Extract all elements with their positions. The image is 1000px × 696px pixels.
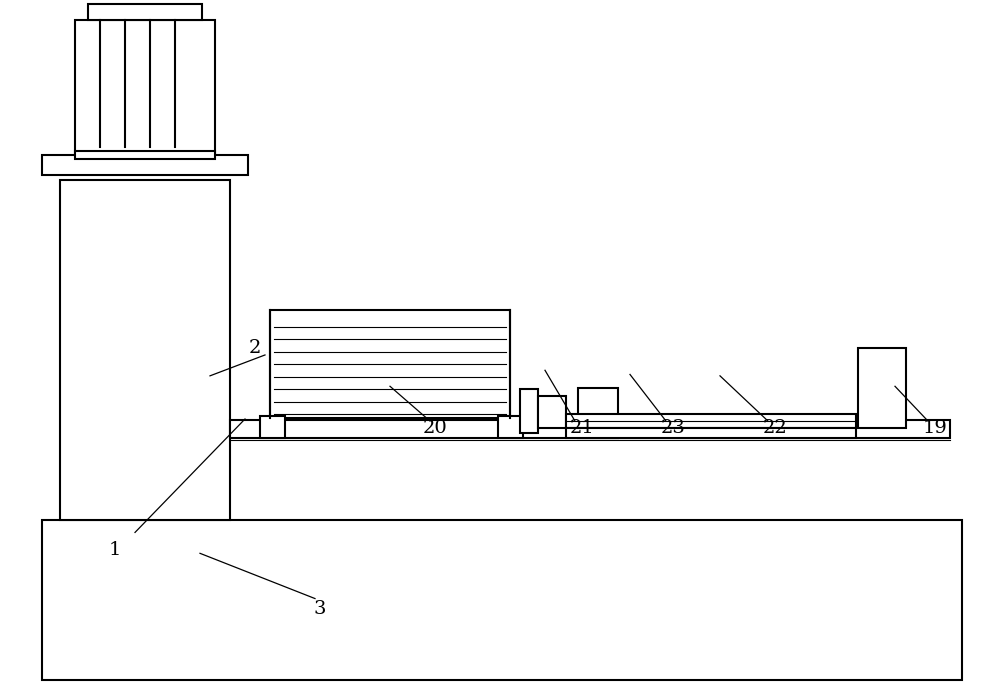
Bar	[88, 4, 202, 20]
Bar	[230, 420, 950, 438]
Text: 23: 23	[661, 419, 685, 437]
Text: 21: 21	[570, 419, 594, 437]
Bar	[75, 151, 215, 159]
Bar	[260, 416, 285, 438]
Text: 3: 3	[314, 600, 326, 618]
Bar	[566, 428, 856, 438]
Bar	[520, 389, 538, 433]
Text: 2: 2	[249, 339, 261, 357]
Bar	[578, 388, 618, 438]
Bar	[270, 310, 510, 418]
Bar	[538, 396, 566, 428]
Bar	[60, 180, 230, 520]
Bar	[42, 520, 962, 680]
Bar	[858, 348, 906, 428]
Text: 1: 1	[109, 541, 121, 559]
Text: 20: 20	[423, 419, 447, 437]
Text: 19: 19	[923, 419, 947, 437]
Text: 22: 22	[763, 419, 787, 437]
Bar	[42, 155, 248, 175]
Bar	[566, 414, 856, 428]
Bar	[75, 20, 215, 155]
Bar	[498, 416, 523, 438]
